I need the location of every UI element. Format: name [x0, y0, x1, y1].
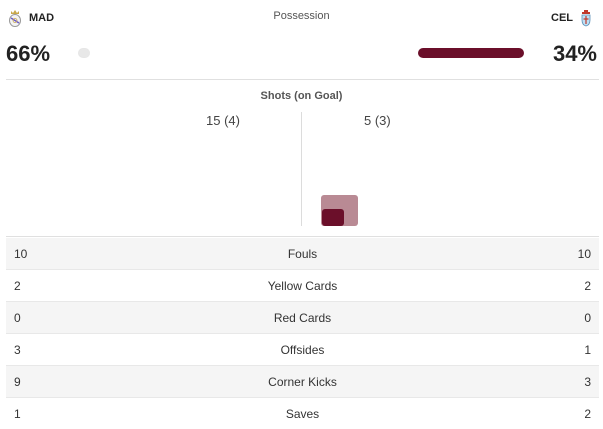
stat-row-yellow-cards: 2 Yellow Cards 2 — [6, 270, 599, 302]
home-possession-bar — [78, 48, 90, 58]
away-shots-on-goal-box — [322, 209, 344, 226]
stat-home-value: 1 — [14, 406, 21, 421]
stat-home-value: 10 — [14, 246, 28, 261]
stat-home-value: 9 — [14, 374, 21, 389]
home-possession-percent: 66% — [6, 41, 51, 66]
home-team-abbr: MAD — [29, 12, 55, 24]
stat-row-offsides: 3 Offsides 1 — [6, 334, 599, 366]
stat-label: Red Cards — [273, 310, 332, 325]
shots-center-axis — [301, 112, 302, 226]
away-team-abbr: CEL — [551, 12, 573, 24]
away-shots-value: 5 (3) — [364, 113, 391, 128]
stat-label: Yellow Cards — [267, 278, 338, 293]
stat-label: Offsides — [280, 342, 325, 357]
possession-title: Possession — [273, 10, 330, 22]
stat-row-fouls: 10 Fouls 10 — [6, 238, 599, 270]
section-divider — [6, 79, 599, 80]
shots-title: Shots (on Goal) — [260, 90, 343, 102]
stat-away-value: 2 — [584, 278, 591, 293]
stat-away-value: 0 — [584, 310, 591, 325]
stat-label: Fouls — [287, 246, 318, 261]
away-possession-percent: 34% — [552, 41, 597, 66]
stat-label: Corner Kicks — [268, 374, 337, 389]
stat-away-value: 3 — [584, 374, 591, 389]
stat-home-value: 0 — [14, 310, 21, 325]
stat-home-value: 3 — [14, 342, 21, 357]
stat-label: Saves — [285, 406, 320, 421]
celta-crest-icon — [581, 10, 591, 27]
stat-row-saves: 1 Saves 2 — [6, 398, 599, 429]
possession-bar — [78, 48, 524, 58]
home-team: MAD — [8, 9, 54, 27]
stat-away-value: 2 — [584, 406, 591, 421]
stat-row-red-cards: 0 Red Cards 0 — [6, 302, 599, 334]
stat-away-value: 1 — [584, 342, 591, 357]
section-divider — [6, 236, 599, 237]
away-possession-bar — [418, 48, 524, 58]
stats-table: 10 Fouls 10 2 Yellow Cards 2 0 Red Cards… — [6, 238, 599, 429]
stat-home-value: 2 — [14, 278, 21, 293]
stat-row-corner-kicks: 9 Corner Kicks 3 — [6, 366, 599, 398]
home-shots-value: 15 (4) — [206, 113, 240, 128]
stat-away-value: 10 — [577, 246, 591, 261]
real-madrid-crest-icon — [9, 10, 21, 27]
away-team: CEL — [551, 9, 593, 27]
